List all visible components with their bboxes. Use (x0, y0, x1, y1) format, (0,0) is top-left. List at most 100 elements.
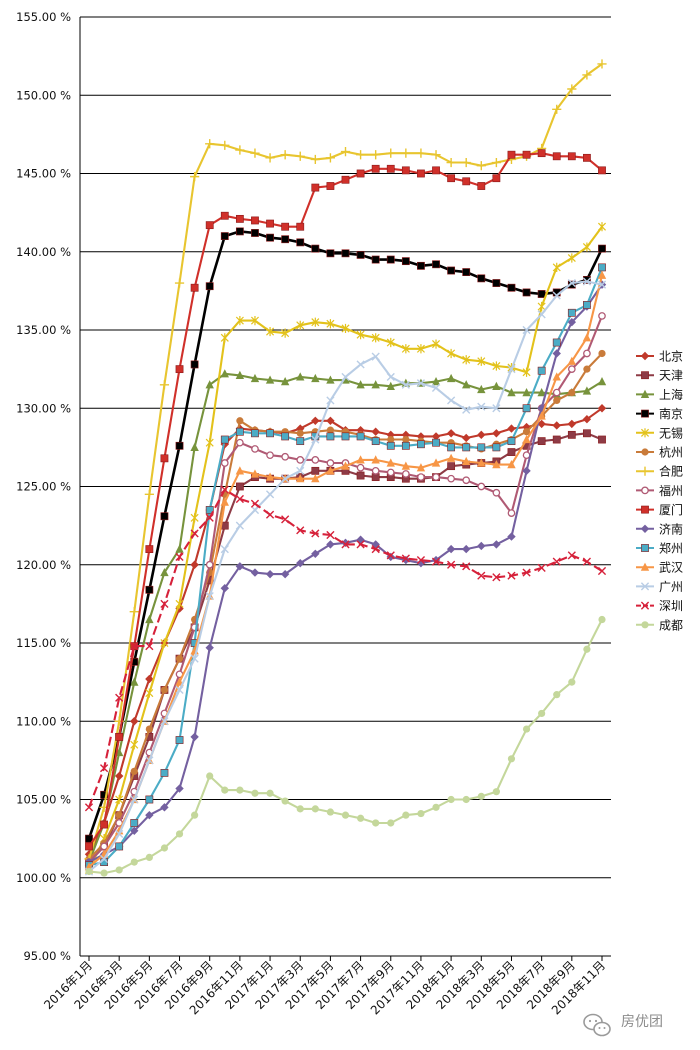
data-point-marker (552, 421, 561, 430)
data-point-marker (326, 432, 335, 441)
legend-item: 武汉 (636, 561, 683, 575)
data-point-marker (476, 161, 486, 171)
data-point-marker (386, 255, 395, 264)
data-point-marker (205, 380, 214, 389)
data-point-marker (567, 253, 576, 263)
data-point-marker (597, 222, 607, 232)
data-point-marker (417, 261, 425, 270)
data-point-marker (583, 301, 591, 309)
series-lines (84, 59, 607, 877)
data-point-marker (115, 794, 124, 805)
data-point-marker (355, 150, 366, 160)
data-point-marker (99, 854, 109, 864)
data-point-marker (221, 786, 229, 794)
data-point-marker (356, 432, 365, 441)
data-point-marker (175, 830, 184, 838)
y-tick-label: 140.00 % (16, 245, 71, 259)
series-line (88, 432, 603, 863)
data-point-marker (326, 466, 335, 475)
data-point-marker (130, 795, 139, 804)
data-point-marker (326, 375, 335, 384)
data-point-marker (220, 333, 229, 343)
data-point-marker (266, 233, 274, 242)
data-point-marker (583, 276, 591, 284)
data-point-marker (401, 461, 411, 470)
data-point-marker (311, 474, 320, 483)
data-point-marker (537, 388, 546, 397)
data-point-marker (538, 709, 546, 718)
data-point-marker (492, 488, 501, 497)
data-point-marker (446, 157, 456, 168)
legend-item: 成都 (636, 618, 683, 632)
data-point-marker (311, 373, 320, 383)
data-point-marker (145, 795, 154, 804)
data-point-marker (432, 473, 440, 481)
data-point-marker (206, 772, 214, 780)
data-point-marker (145, 810, 154, 820)
y-tick-label: 130.00 % (16, 401, 71, 415)
legend-label: 武汉 (659, 561, 683, 575)
data-point-marker (583, 153, 591, 162)
data-point-marker (492, 573, 501, 582)
data-point-marker (160, 567, 169, 577)
data-point-marker (341, 175, 350, 184)
data-point-marker (356, 380, 365, 389)
data-point-marker (447, 795, 455, 804)
data-point-marker (431, 383, 441, 392)
legend-item: 郑州 (636, 541, 683, 556)
data-point-marker (235, 316, 244, 326)
data-point-marker (129, 607, 139, 617)
data-point-marker (266, 789, 274, 797)
data-point-marker (522, 404, 531, 413)
data-point-marker (386, 148, 396, 158)
data-point-marker (250, 148, 260, 158)
y-tick-label: 150.00 % (16, 88, 71, 102)
data-point-marker (477, 182, 486, 190)
data-point-marker (507, 388, 516, 397)
data-point-marker (491, 157, 501, 168)
data-point-marker (567, 317, 577, 327)
legend-item: 天津 (636, 369, 683, 383)
data-point-marker (175, 365, 184, 374)
data-point-marker (130, 717, 139, 726)
data-point-marker (567, 308, 576, 317)
data-point-marker (130, 858, 138, 866)
data-point-marker (341, 538, 350, 548)
data-point-marker (447, 396, 456, 405)
data-point-marker (311, 466, 320, 475)
data-point-marker (114, 771, 124, 781)
data-point-marker (537, 149, 546, 158)
y-tick-label: 120.00 % (16, 558, 71, 572)
data-point-marker (641, 544, 649, 552)
data-point-marker (640, 428, 650, 438)
legend-label: 上海 (659, 387, 683, 402)
data-point-marker (190, 654, 199, 663)
data-point-marker (462, 443, 471, 452)
data-point-marker (175, 736, 184, 744)
data-point-marker (130, 826, 139, 835)
data-point-marker (432, 803, 440, 811)
data-point-marker (251, 789, 259, 797)
data-point-marker (537, 290, 546, 298)
data-point-marker (250, 469, 260, 478)
data-point-marker (447, 462, 456, 471)
data-point-marker (401, 554, 410, 563)
data-point-marker (582, 386, 592, 395)
data-point-marker (296, 474, 305, 483)
data-point-marker (417, 440, 425, 449)
data-point-marker (281, 432, 290, 441)
data-point-marker (236, 417, 244, 425)
data-point-marker (220, 584, 229, 593)
data-point-marker (130, 767, 138, 775)
data-point-marker (462, 795, 470, 804)
data-point-marker (326, 416, 335, 425)
data-point-marker (477, 482, 486, 491)
data-point-marker (432, 438, 440, 447)
data-point-marker (130, 819, 139, 827)
data-point-marker (522, 428, 531, 436)
series-line (88, 619, 603, 875)
series-武汉 (84, 270, 607, 871)
data-point-marker (371, 255, 380, 264)
data-point-marker (341, 461, 350, 470)
data-point-marker (568, 678, 576, 686)
